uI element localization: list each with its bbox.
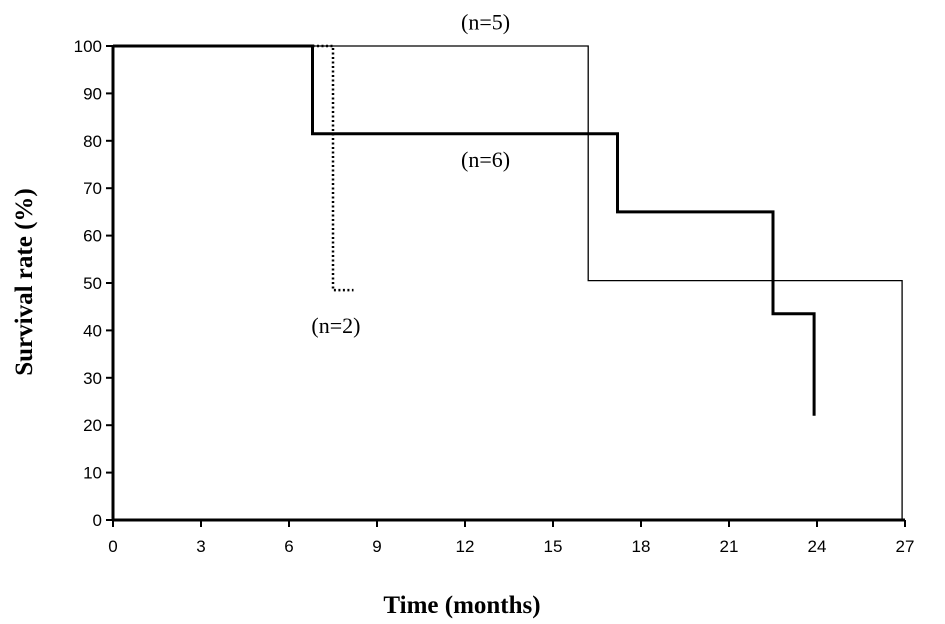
series-label-2: (n=2): [311, 313, 360, 338]
x-tick-label: 24: [808, 537, 827, 556]
x-tick-label: 27: [896, 537, 915, 556]
y-tick-label: 40: [83, 321, 102, 340]
labels-layer: (n=5) (n=6) (n=2): [311, 9, 510, 337]
y-tick-label: 80: [83, 132, 102, 151]
axes-layer: [111, 46, 905, 522]
y-axis-title: Survival rate (%): [11, 188, 38, 375]
x-tick-label: 3: [196, 537, 205, 556]
y-tick-label: 70: [83, 179, 102, 198]
y-tick-label: 90: [83, 84, 102, 103]
y-tick-label: 0: [93, 511, 102, 530]
series-line-2: [312, 44, 354, 292]
ticks-layer: 0 10 20 30 40 50 60 70 80 90 100 0 3 6 9 12 15 18 21 24 27: [74, 37, 915, 556]
x-tick-label: 9: [372, 537, 381, 556]
x-tick-label: 15: [544, 537, 563, 556]
series-label-0: (n=5): [461, 9, 510, 34]
x-tick-label: 6: [284, 537, 293, 556]
x-tick-label: 0: [108, 537, 117, 556]
series-line-0: [113, 45, 903, 520]
x-tick-label: 21: [720, 537, 739, 556]
series-label-1: (n=6): [461, 147, 510, 172]
y-tick-label: 20: [83, 416, 102, 435]
y-tick-label: 100: [74, 37, 102, 56]
series-layer: [113, 44, 903, 520]
y-tick-label: 50: [83, 274, 102, 293]
x-tick-label: 12: [456, 537, 475, 556]
y-tick-label: 60: [83, 227, 102, 246]
series-line-1: [113, 44, 816, 416]
x-tick-label: 18: [632, 537, 651, 556]
x-axis-title: Time (months): [383, 592, 540, 619]
y-tick-label: 30: [83, 369, 102, 388]
y-tick-label: 10: [83, 464, 102, 483]
